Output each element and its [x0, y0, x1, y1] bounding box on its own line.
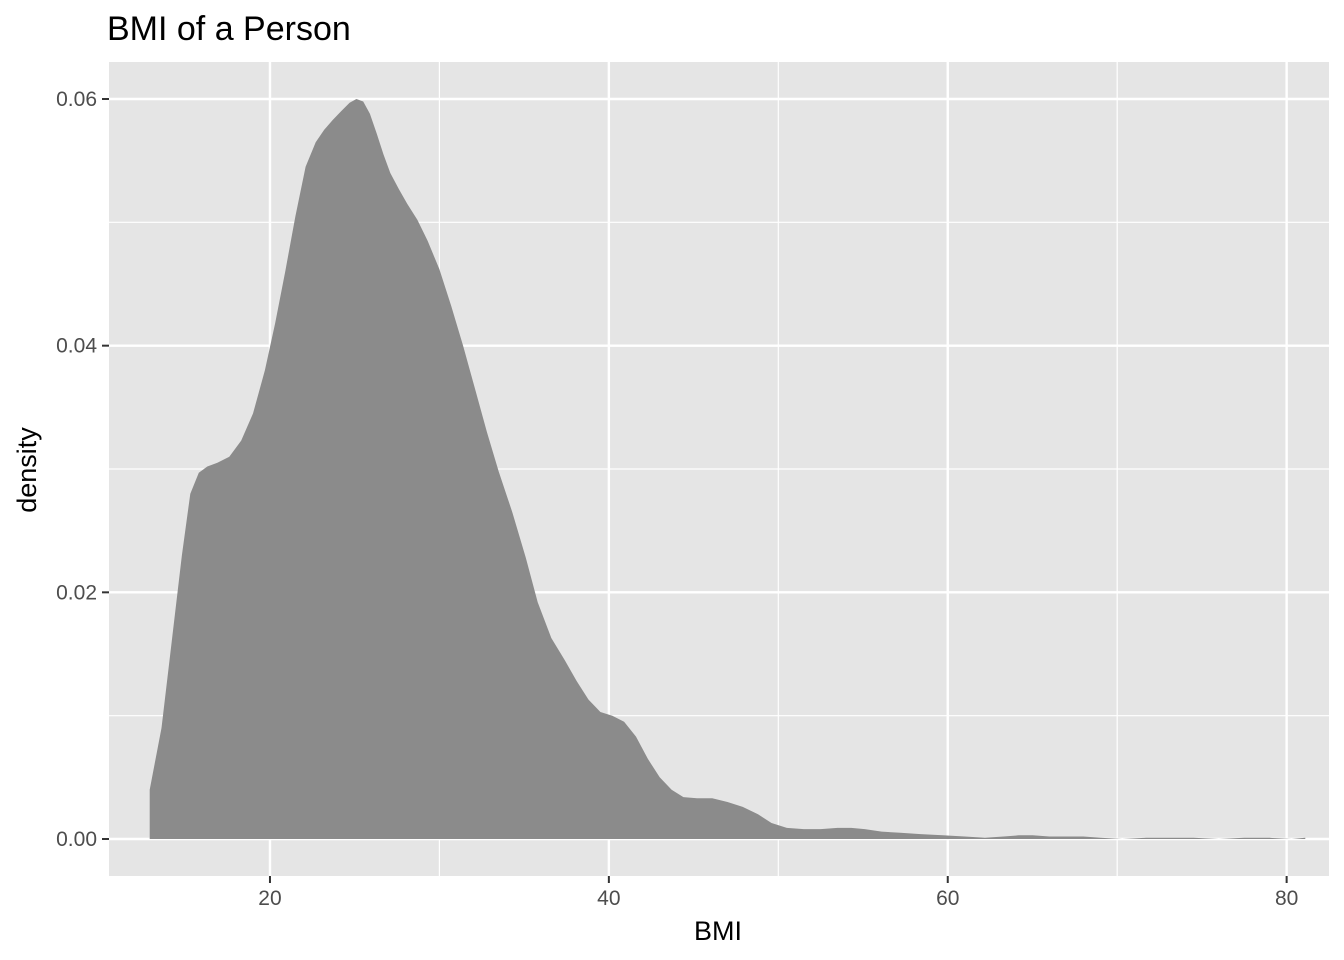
- y-tick-label: 0.02: [56, 581, 97, 604]
- y-tick-label: 0.04: [56, 335, 97, 358]
- y-tick-label: 0.00: [56, 828, 97, 851]
- x-tick-label: 40: [597, 887, 620, 910]
- x-tick-label: 60: [936, 887, 959, 910]
- density-area: [149, 99, 1306, 839]
- y-axis-title: density: [12, 427, 42, 513]
- x-axis-title: BMI: [694, 916, 742, 946]
- x-tick-label: 20: [258, 887, 281, 910]
- x-axis: 20 40 60 80: [258, 876, 1298, 910]
- chart-title: BMI of a Person: [107, 10, 351, 48]
- x-tick-label: 80: [1275, 887, 1298, 910]
- y-axis: 0.00 0.02 0.04 0.06: [56, 88, 109, 851]
- y-tick-label: 0.06: [56, 88, 97, 111]
